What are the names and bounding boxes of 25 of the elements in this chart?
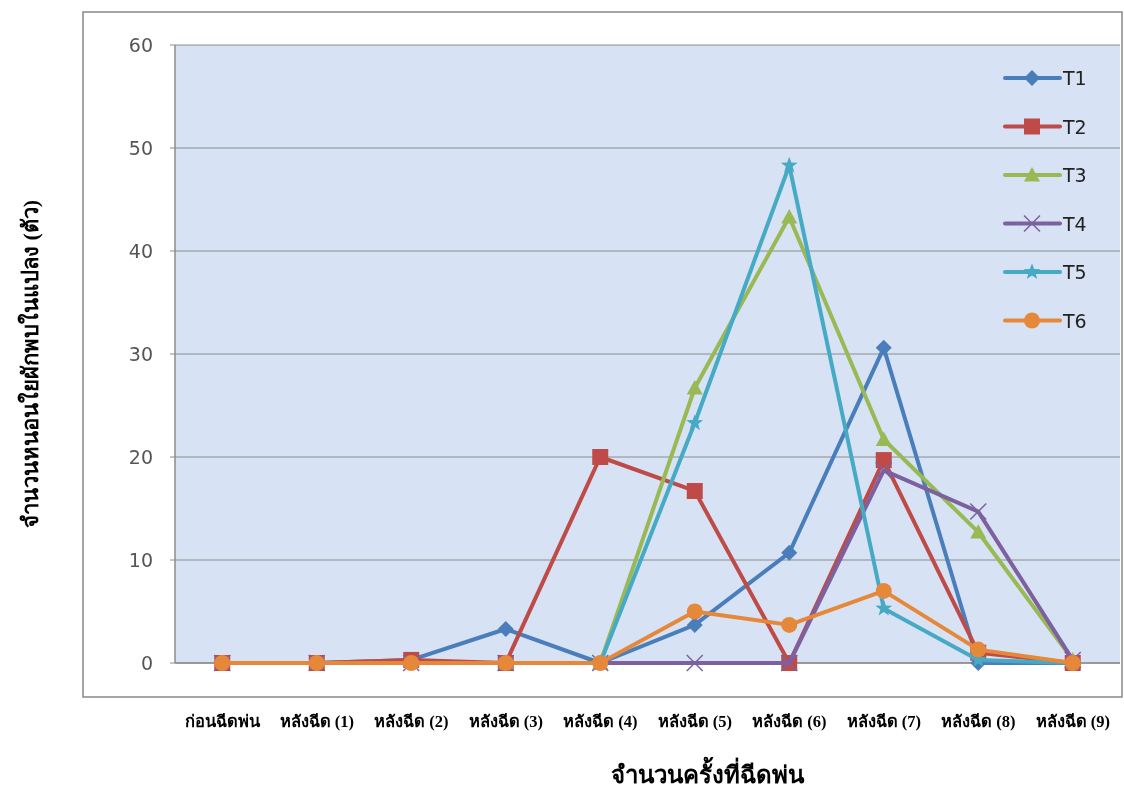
x-tick-label: หลังฉีด (4) (563, 712, 638, 731)
y-axis-title: จำนวนหนอนใยผักพบในแปลง (ตัว) (17, 199, 43, 529)
legend-label: T5 (1062, 261, 1087, 283)
x-tick-label: หลังฉีด (6) (752, 712, 827, 731)
legend-label: T4 (1062, 212, 1087, 235)
y-tick-label: 40 (128, 240, 153, 262)
x-tick-label: หลังฉีด (9) (1035, 712, 1110, 731)
x-tick-label: หลังฉีด (2) (374, 712, 449, 731)
legend-label: T6 (1062, 309, 1087, 332)
x-axis-title: จำนวนครั้งที่ฉีดพ่น (611, 756, 805, 787)
x-tick-label: หลังฉีด (8) (941, 712, 1016, 731)
y-tick-label: 60 (128, 34, 153, 56)
legend-label: T1 (1062, 67, 1087, 89)
x-tick-label: หลังฉีด (7) (846, 712, 921, 731)
legend-label: T2 (1062, 115, 1087, 138)
x-tick-label: ก่อนฉีดพ่น (184, 712, 261, 731)
y-tick-label: 20 (128, 446, 153, 468)
x-tick-label: หลังฉีด (1) (279, 712, 354, 731)
x-tick-label: หลังฉีด (3) (468, 712, 543, 731)
y-tick-label: 10 (128, 549, 153, 571)
y-tick-label: 50 (128, 137, 153, 159)
y-tick-label: 0 (140, 652, 153, 674)
y-tick-label: 30 (128, 343, 153, 365)
legend-label: T3 (1062, 164, 1087, 186)
x-tick-label: หลังฉีด (5) (657, 712, 732, 731)
